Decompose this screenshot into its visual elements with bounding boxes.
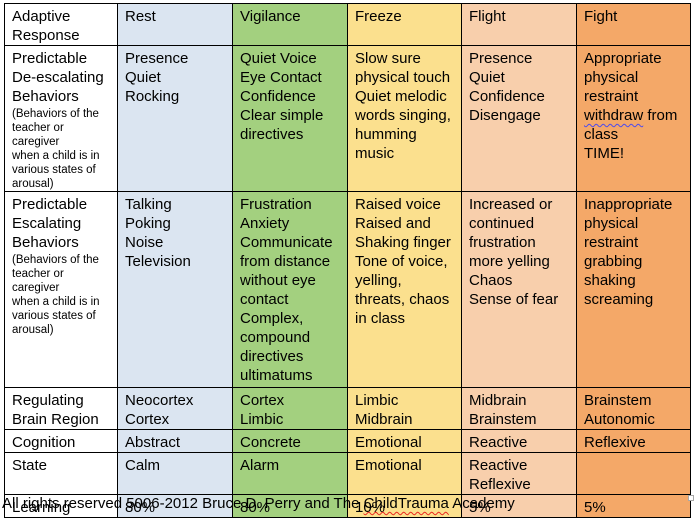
row-label-brain-region: Regulating Brain Region xyxy=(4,387,118,430)
cell-cognition-freeze: Emotional xyxy=(347,429,462,453)
copyright-note: All rights reserved 5006-2012 Bruce D. P… xyxy=(2,495,515,512)
escalating-behaviors-row: Predictable Escalating Behaviors (Behavio… xyxy=(4,191,691,388)
deescalating-behaviors-row: Predictable De-escalating Behaviors (Beha… xyxy=(4,45,691,192)
row-label-note: (Behaviors of the teacher or caregiver w… xyxy=(12,254,100,336)
col-header-rest: Rest xyxy=(117,3,233,46)
cell-brainregion-freeze: Limbic Midbrain xyxy=(347,387,462,430)
col-header-freeze: Freeze xyxy=(347,3,462,46)
cell-state-freeze: Emotional xyxy=(347,452,462,495)
table-resize-handle-icon[interactable] xyxy=(688,495,694,501)
state-row: State Calm Alarm Emotional Reactive Refl… xyxy=(4,452,691,495)
cell-cognition-rest: Abstract xyxy=(117,429,233,453)
cell-cognition-vigilance: Concrete xyxy=(232,429,348,453)
cell-brainregion-fight: Brainstem Autonomic xyxy=(576,387,691,430)
cell-escalating-vigilance: Frustration Anxiety Communicate from dis… xyxy=(232,191,348,388)
row-label-adaptive-response: Adaptive Response xyxy=(4,3,118,46)
cell-escalating-fight: Inappropriate physical restraint grabbin… xyxy=(576,191,691,388)
cell-escalating-rest: Talking Poking Noise Television xyxy=(117,191,233,388)
row-label-cognition: Cognition xyxy=(4,429,118,453)
cell-deescalating-freeze: Slow sure physical touch Quiet melodic w… xyxy=(347,45,462,192)
cell-state-vigilance: Alarm xyxy=(232,452,348,495)
row-label-state: State xyxy=(4,452,118,495)
cell-escalating-flight: Increased or continued frustration more … xyxy=(461,191,577,388)
cell-cognition-flight: Reactive xyxy=(461,429,577,453)
spellcheck-word: withdraw xyxy=(584,107,644,124)
arousal-continuum-table: Adaptive Response Rest Vigilance Freeze … xyxy=(4,3,691,518)
document-page: Adaptive Response Rest Vigilance Freeze … xyxy=(4,3,691,518)
cell-deescalating-flight: Presence Quiet Confidence Disengage xyxy=(461,45,577,192)
col-header-fight: Fight xyxy=(576,3,691,46)
cognition-row: Cognition Abstract Concrete Emotional Re… xyxy=(4,429,691,453)
cell-escalating-freeze: Raised voice Raised and Shaking finger T… xyxy=(347,191,462,388)
row-label-escalating-behaviors: Predictable Escalating Behaviors (Behavio… xyxy=(4,191,118,388)
header-row: Adaptive Response Rest Vigilance Freeze … xyxy=(4,3,691,46)
col-header-vigilance: Vigilance xyxy=(232,3,348,46)
row-label-learning: Learning xyxy=(4,494,118,518)
cell-cognition-fight: Reflexive xyxy=(576,429,691,453)
cell-state-fight xyxy=(576,452,691,495)
col-header-flight: Flight xyxy=(461,3,577,46)
row-label-note: (Behaviors of the teacher or caregiver w… xyxy=(12,108,100,190)
row-label-deescalating-behaviors: Predictable De-escalating Behaviors (Beha… xyxy=(4,45,118,192)
cell-state-rest: Calm xyxy=(117,452,233,495)
spellcheck-word: ChildTrauma xyxy=(363,495,449,512)
cell-deescalating-vigilance: Quiet Voice Eye Contact Confidence Clear… xyxy=(232,45,348,192)
cell-deescalating-fight: Appropriate physical restraint withdraw … xyxy=(576,45,691,192)
cell-deescalating-rest: Presence Quiet Rocking xyxy=(117,45,233,192)
cell-brainregion-vigilance: Cortex Limbic xyxy=(232,387,348,430)
cell-brainregion-flight: Midbrain Brainstem xyxy=(461,387,577,430)
cell-brainregion-rest: Neocortex Cortex xyxy=(117,387,233,430)
cell-state-flight: Reactive Reflexive xyxy=(461,452,577,495)
brain-region-row: Regulating Brain Region Neocortex Cortex… xyxy=(4,387,691,430)
